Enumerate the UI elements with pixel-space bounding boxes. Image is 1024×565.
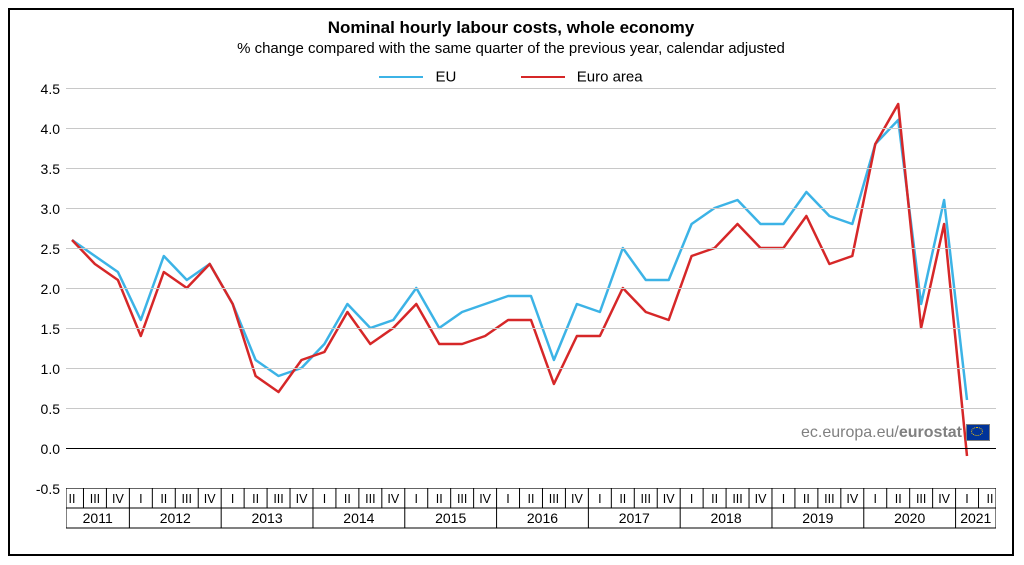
x-year-label: 2015 — [435, 510, 466, 526]
x-quarter-label: I — [690, 492, 693, 506]
x-quarter-label: IV — [663, 492, 675, 506]
x-quarter-label: II — [160, 492, 167, 506]
x-quarter-label: IV — [479, 492, 491, 506]
ytick-label: 0.0 — [41, 441, 66, 457]
x-quarter-label: II — [344, 492, 351, 506]
x-year-label: 2012 — [160, 510, 191, 526]
x-quarter-label: IV — [755, 492, 767, 506]
x-quarter-label: I — [323, 492, 326, 506]
x-quarter-label: IV — [296, 492, 308, 506]
x-quarter-label: II — [436, 492, 443, 506]
ytick-label: 1.5 — [41, 321, 66, 337]
legend-swatch-euro-area — [521, 76, 565, 78]
gridline: 1.5 — [66, 328, 996, 329]
x-year-label: 2011 — [83, 510, 113, 526]
legend-label-euro-area: Euro area — [577, 69, 643, 86]
x-quarter-label: I — [415, 492, 418, 506]
x-quarter-label: II — [711, 492, 718, 506]
ytick-label: 4.5 — [41, 81, 66, 97]
series-euro-area — [72, 104, 967, 456]
ytick-label: 4.0 — [41, 121, 66, 137]
x-quarter-label: I — [139, 492, 142, 506]
legend-item-euro-area: Euro area — [521, 68, 643, 86]
x-year-label: 2014 — [343, 510, 374, 526]
x-year-label: 2018 — [710, 510, 741, 526]
x-quarter-label: III — [90, 492, 100, 506]
x-quarter-label: I — [231, 492, 234, 506]
x-quarter-label: III — [365, 492, 375, 506]
x-year-label: 2020 — [894, 510, 925, 526]
x-quarter-label: IV — [112, 492, 124, 506]
x-quarter-label: IV — [387, 492, 399, 506]
x-quarter-label: II — [987, 492, 994, 506]
ytick-label: 1.0 — [41, 361, 66, 377]
x-quarter-label: II — [252, 492, 259, 506]
x-quarter-label: I — [782, 492, 785, 506]
chart-title: Nominal hourly labour costs, whole econo… — [10, 18, 1012, 38]
x-quarter-label: II — [895, 492, 902, 506]
gridline: 4.0 — [66, 128, 996, 129]
x-quarter-label: II — [619, 492, 626, 506]
gridline: 0.5 — [66, 408, 996, 409]
gridline: 2.5 — [66, 248, 996, 249]
gridline: 1.0 — [66, 368, 996, 369]
x-quarter-label: I — [598, 492, 601, 506]
attribution-brand: eurostat — [899, 424, 962, 441]
x-quarter-label: III — [824, 492, 834, 506]
gridline: 2.0 — [66, 288, 996, 289]
x-quarter-label: IV — [846, 492, 858, 506]
chart-frame: Nominal hourly labour costs, whole econo… — [8, 8, 1014, 556]
gridline: 3.5 — [66, 168, 996, 169]
gridline: 4.5 — [66, 88, 996, 89]
x-quarter-label: III — [641, 492, 651, 506]
legend: EU Euro area — [10, 68, 1012, 86]
x-quarter-label: II — [528, 492, 535, 506]
ytick-label: -0.5 — [36, 481, 66, 497]
legend-swatch-eu — [379, 76, 423, 78]
ytick-label: 3.0 — [41, 201, 66, 217]
x-quarter-label: III — [273, 492, 283, 506]
ytick-label: 2.0 — [41, 281, 66, 297]
x-quarter-label: III — [916, 492, 926, 506]
chart-subtitle: % change compared with the same quarter … — [10, 40, 1012, 57]
ytick-label: 3.5 — [41, 161, 66, 177]
x-year-label: 2021 — [960, 510, 991, 526]
attribution-prefix: ec.europa.eu/ — [801, 424, 899, 441]
x-year-label: 2019 — [802, 510, 833, 526]
x-quarter-label: III — [732, 492, 742, 506]
x-quarter-label: I — [965, 492, 968, 506]
series-eu — [72, 120, 967, 400]
ytick-label: 2.5 — [41, 241, 66, 257]
gridline: 3.0 — [66, 208, 996, 209]
x-quarter-label: II — [803, 492, 810, 506]
x-quarter-label: IV — [938, 492, 950, 506]
x-quarter-label: IV — [204, 492, 216, 506]
x-quarter-label: I — [874, 492, 877, 506]
x-quarter-label: II — [69, 492, 76, 506]
zero-line: 0.0 — [66, 448, 996, 449]
x-axis: IIIIIIVIIIIIIIVIIIIIIIVIIIIIIIVIIIIIIIVI… — [66, 488, 996, 548]
ytick-label: 0.5 — [41, 401, 66, 417]
legend-item-eu: EU — [379, 68, 456, 86]
x-quarter-label: III — [182, 492, 192, 506]
chart-titles: Nominal hourly labour costs, whole econo… — [10, 18, 1012, 57]
x-year-label: 2016 — [527, 510, 558, 526]
x-quarter-label: III — [457, 492, 467, 506]
eu-flag-icon — [966, 424, 990, 441]
x-quarter-label: IV — [571, 492, 583, 506]
x-year-label: 2017 — [619, 510, 650, 526]
plot-area: -0.50.00.51.01.52.02.53.03.54.04.5ec.eur… — [66, 88, 996, 488]
legend-label-eu: EU — [436, 69, 457, 86]
attribution: ec.europa.eu/eurostat — [801, 424, 990, 442]
x-quarter-label: III — [549, 492, 559, 506]
x-quarter-label: I — [506, 492, 509, 506]
x-year-label: 2013 — [251, 510, 282, 526]
